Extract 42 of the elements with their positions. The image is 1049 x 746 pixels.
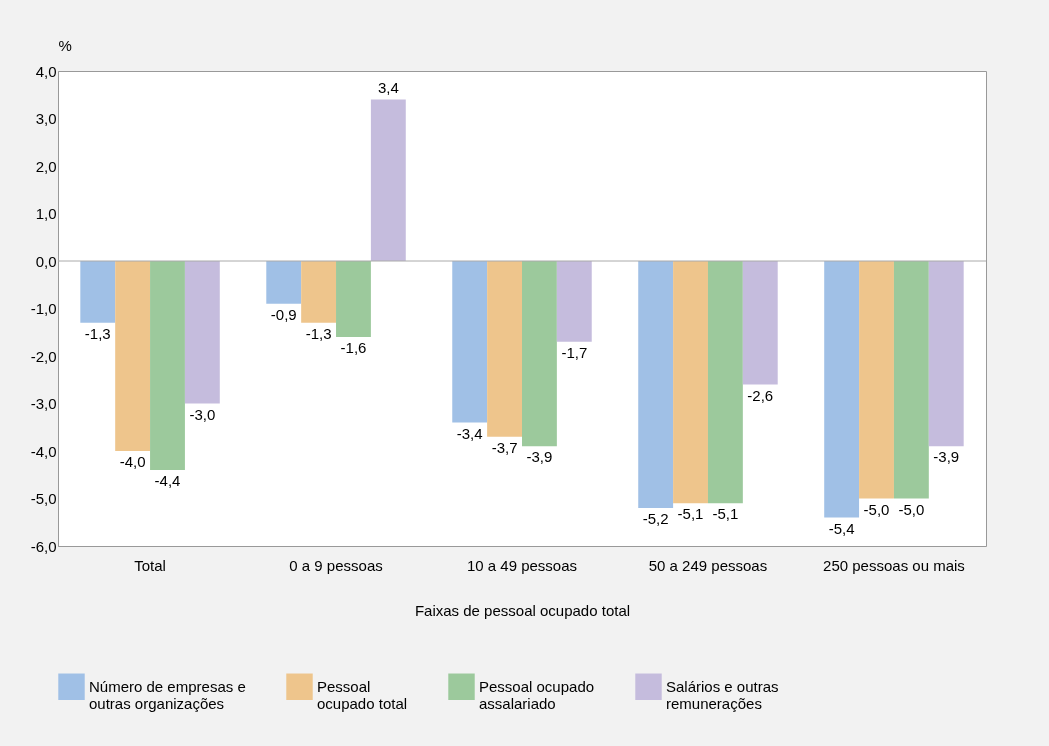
data-label: -5,0 — [898, 500, 925, 518]
data-label: -5,2 — [642, 510, 669, 527]
data-label: -3,9 — [526, 448, 553, 466]
data-label: -5,4 — [828, 519, 855, 537]
x-tick-label: 250 pessoas ou mais — [823, 556, 965, 574]
y-tick-label: -5,0 — [30, 490, 57, 507]
data-label: -3,4 — [456, 424, 483, 442]
y-tick-label: -3,0 — [30, 395, 57, 412]
data-label: -1,7 — [561, 343, 588, 361]
y-tick-label: 2,0 — [35, 157, 57, 175]
data-label: -3,0 — [189, 405, 216, 423]
y-tick-label: -6,0 — [30, 537, 57, 555]
data-label: -1,3 — [305, 324, 332, 342]
x-tick-label: 50 a 249 pessoas — [648, 556, 768, 574]
y-tick-label: 4,0 — [35, 62, 57, 80]
data-label: -4,4 — [154, 472, 181, 489]
legend-label: Salários e outras remunerações — [666, 677, 779, 712]
x-tick-label: 10 a 49 pessoas — [466, 556, 578, 574]
data-label: -5,1 — [712, 505, 739, 523]
data-label: -1,3 — [84, 324, 111, 342]
legend-label: Número de empresas e outras organizações — [89, 677, 246, 712]
data-label: -1,6 — [340, 339, 367, 356]
data-label: -5,0 — [863, 500, 890, 518]
data-label: -3,7 — [491, 438, 518, 456]
x-tick-label: Total — [134, 556, 166, 574]
legend-label: Pessoal ocupado total — [317, 677, 408, 712]
x-tick-label: 0 a 9 pessoas — [289, 556, 383, 574]
y-tick-label: 3,0 — [35, 110, 57, 127]
data-label: -0,9 — [270, 305, 297, 323]
legend-label: Pessoal ocupado assalariado — [479, 677, 595, 712]
x-axis-title: Faixas de pessoal ocupado total — [414, 601, 631, 619]
data-label: -5,1 — [677, 505, 704, 523]
y-tick-label: 0,0 — [35, 252, 57, 270]
y-axis-title: % — [58, 36, 72, 54]
data-label: -3,9 — [933, 448, 960, 466]
y-tick-label: -1,0 — [30, 300, 57, 317]
y-tick-label: 1,0 — [35, 205, 57, 222]
data-label: -4,0 — [119, 453, 146, 470]
y-tick-label: -4,0 — [30, 442, 57, 460]
data-label: -2,6 — [747, 386, 774, 404]
data-label: 3,4 — [377, 78, 399, 96]
y-tick-label: -2,0 — [30, 347, 57, 365]
